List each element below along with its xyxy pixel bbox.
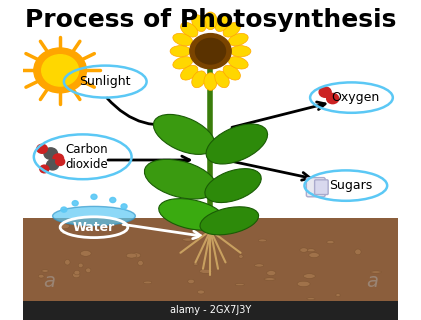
Ellipse shape xyxy=(304,274,315,278)
Ellipse shape xyxy=(223,65,240,80)
Ellipse shape xyxy=(181,65,198,80)
Ellipse shape xyxy=(193,263,198,265)
Circle shape xyxy=(195,38,226,64)
Text: a: a xyxy=(366,272,378,291)
Ellipse shape xyxy=(42,270,48,272)
Ellipse shape xyxy=(153,115,215,154)
Ellipse shape xyxy=(258,239,266,242)
Circle shape xyxy=(190,34,231,69)
Text: a: a xyxy=(43,272,55,291)
Ellipse shape xyxy=(74,270,80,275)
Ellipse shape xyxy=(200,269,212,273)
Text: Oxygen: Oxygen xyxy=(331,91,379,104)
Ellipse shape xyxy=(205,169,261,203)
Ellipse shape xyxy=(206,124,268,164)
Ellipse shape xyxy=(188,279,195,284)
Ellipse shape xyxy=(38,275,44,278)
FancyBboxPatch shape xyxy=(306,178,325,197)
Ellipse shape xyxy=(300,248,308,252)
Ellipse shape xyxy=(229,57,248,69)
Ellipse shape xyxy=(297,281,310,287)
Circle shape xyxy=(47,160,59,170)
Circle shape xyxy=(37,144,47,153)
Ellipse shape xyxy=(267,271,276,276)
Circle shape xyxy=(319,87,331,97)
Ellipse shape xyxy=(138,260,143,266)
Ellipse shape xyxy=(370,271,381,273)
Ellipse shape xyxy=(197,290,204,294)
Ellipse shape xyxy=(274,303,279,305)
Ellipse shape xyxy=(80,251,91,256)
Ellipse shape xyxy=(229,33,248,46)
Ellipse shape xyxy=(239,255,243,258)
Ellipse shape xyxy=(183,312,194,317)
Ellipse shape xyxy=(224,309,236,313)
Circle shape xyxy=(56,158,65,165)
Ellipse shape xyxy=(181,22,198,37)
Ellipse shape xyxy=(144,281,152,284)
Ellipse shape xyxy=(126,253,137,258)
Circle shape xyxy=(91,194,97,199)
Bar xyxy=(23,218,398,320)
Ellipse shape xyxy=(230,46,251,57)
Ellipse shape xyxy=(215,71,229,88)
Ellipse shape xyxy=(183,238,193,241)
Ellipse shape xyxy=(85,268,91,273)
Text: Water: Water xyxy=(73,221,115,234)
Ellipse shape xyxy=(73,272,80,278)
Ellipse shape xyxy=(170,46,191,57)
Ellipse shape xyxy=(158,306,163,311)
Ellipse shape xyxy=(355,249,361,255)
Text: Sugars: Sugars xyxy=(329,179,372,192)
Text: Sunlight: Sunlight xyxy=(80,75,131,88)
Bar xyxy=(23,301,398,320)
Text: Carbon
dioxide: Carbon dioxide xyxy=(65,143,108,171)
Ellipse shape xyxy=(204,12,217,30)
Circle shape xyxy=(34,48,86,93)
Ellipse shape xyxy=(200,207,258,235)
Circle shape xyxy=(327,93,338,104)
Text: Process of Photosynthesis: Process of Photosynthesis xyxy=(25,8,396,32)
Ellipse shape xyxy=(144,159,216,199)
Ellipse shape xyxy=(264,278,275,280)
Ellipse shape xyxy=(215,15,229,32)
Circle shape xyxy=(121,204,127,209)
Ellipse shape xyxy=(78,263,83,268)
Ellipse shape xyxy=(223,22,240,37)
Circle shape xyxy=(61,207,67,212)
Ellipse shape xyxy=(65,260,70,265)
Circle shape xyxy=(40,165,49,173)
FancyBboxPatch shape xyxy=(314,180,328,195)
Ellipse shape xyxy=(53,206,135,226)
Ellipse shape xyxy=(336,293,340,297)
Ellipse shape xyxy=(173,57,192,69)
Ellipse shape xyxy=(255,264,264,267)
Circle shape xyxy=(44,148,58,159)
Ellipse shape xyxy=(307,249,315,252)
Ellipse shape xyxy=(309,253,319,258)
Ellipse shape xyxy=(192,71,206,88)
Ellipse shape xyxy=(33,307,43,310)
Circle shape xyxy=(53,154,64,163)
Ellipse shape xyxy=(59,224,69,229)
Ellipse shape xyxy=(131,253,141,258)
Circle shape xyxy=(42,55,79,86)
Ellipse shape xyxy=(235,284,245,286)
Ellipse shape xyxy=(159,199,225,230)
Ellipse shape xyxy=(307,298,315,300)
Ellipse shape xyxy=(327,241,334,244)
Ellipse shape xyxy=(173,33,192,46)
Ellipse shape xyxy=(192,15,206,32)
Circle shape xyxy=(72,201,78,206)
Ellipse shape xyxy=(61,232,69,234)
Ellipse shape xyxy=(204,73,217,91)
Circle shape xyxy=(110,197,116,203)
Text: alamy - 2GX7J3Y: alamy - 2GX7J3Y xyxy=(170,305,251,316)
